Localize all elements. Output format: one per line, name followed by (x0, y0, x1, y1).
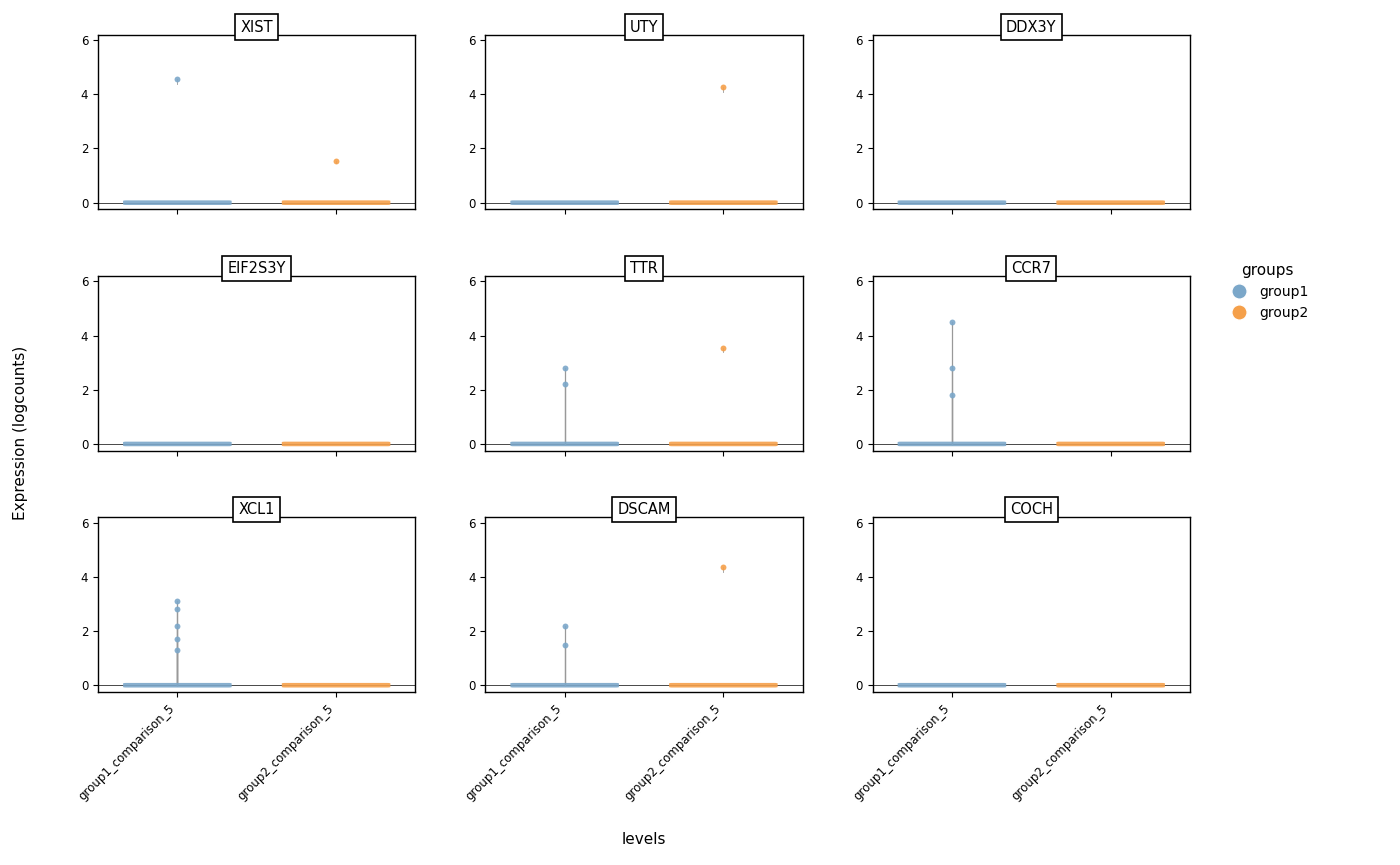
FancyBboxPatch shape (1057, 683, 1165, 688)
FancyBboxPatch shape (669, 683, 777, 688)
FancyBboxPatch shape (123, 683, 231, 688)
Text: CCR7: CCR7 (1011, 261, 1051, 276)
Point (167, 602, 189, 616)
FancyBboxPatch shape (281, 683, 391, 688)
FancyBboxPatch shape (123, 201, 231, 205)
Text: UTY: UTY (630, 20, 658, 35)
Point (553, 638, 575, 651)
Text: XIST: XIST (241, 20, 273, 35)
FancyBboxPatch shape (669, 442, 777, 446)
FancyBboxPatch shape (1057, 201, 1165, 205)
Point (325, 154, 347, 168)
Point (713, 341, 735, 355)
FancyBboxPatch shape (511, 683, 619, 688)
FancyBboxPatch shape (281, 201, 391, 205)
Point (553, 361, 575, 375)
Point (167, 632, 189, 646)
Point (167, 618, 189, 632)
Point (713, 561, 735, 574)
Point (553, 618, 575, 632)
FancyBboxPatch shape (897, 201, 1007, 205)
FancyBboxPatch shape (511, 442, 619, 446)
Point (167, 643, 189, 657)
FancyBboxPatch shape (897, 683, 1007, 688)
Point (713, 80, 735, 94)
FancyBboxPatch shape (511, 201, 619, 205)
FancyBboxPatch shape (1057, 442, 1165, 446)
Text: DSCAM: DSCAM (617, 503, 671, 517)
Point (553, 377, 575, 391)
Point (167, 73, 189, 87)
FancyBboxPatch shape (123, 442, 231, 446)
Point (941, 315, 963, 329)
Point (941, 388, 963, 402)
Text: XCL1: XCL1 (238, 503, 274, 517)
Point (941, 361, 963, 375)
Text: EIF2S3Y: EIF2S3Y (228, 261, 286, 276)
Text: Expression (logcounts): Expression (logcounts) (14, 345, 28, 520)
Point (167, 594, 189, 608)
FancyBboxPatch shape (669, 201, 777, 205)
Text: TTR: TTR (630, 261, 658, 276)
Text: DDX3Y: DDX3Y (1007, 20, 1057, 35)
FancyBboxPatch shape (281, 442, 391, 446)
Text: COCH: COCH (1009, 503, 1053, 517)
Legend: group1, group2: group1, group2 (1211, 249, 1323, 334)
Text: levels: levels (622, 831, 666, 847)
FancyBboxPatch shape (897, 442, 1007, 446)
